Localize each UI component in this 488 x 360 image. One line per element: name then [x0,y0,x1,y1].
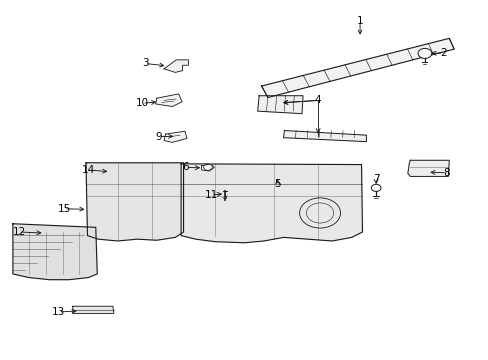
Text: 4: 4 [314,95,321,105]
Circle shape [370,184,380,192]
Text: 1: 1 [356,17,363,27]
Polygon shape [13,224,97,280]
Polygon shape [156,94,182,107]
Polygon shape [407,160,448,176]
Text: 5: 5 [274,179,281,189]
Polygon shape [73,306,114,314]
Text: 11: 11 [204,190,218,200]
Text: 10: 10 [135,98,148,108]
Text: 12: 12 [13,227,26,237]
Text: 14: 14 [81,165,95,175]
Polygon shape [201,164,214,171]
Polygon shape [257,96,303,114]
Circle shape [417,48,431,58]
Text: 13: 13 [52,307,65,317]
Polygon shape [163,131,186,142]
Text: 9: 9 [156,132,162,141]
Text: 3: 3 [142,58,148,68]
Text: 15: 15 [58,204,71,214]
Text: 8: 8 [443,168,449,178]
Text: 6: 6 [183,162,189,172]
Polygon shape [283,131,366,141]
Polygon shape [86,163,183,241]
Polygon shape [181,164,362,243]
Polygon shape [261,39,453,98]
Polygon shape [163,60,188,72]
Text: 2: 2 [439,48,446,58]
Text: 7: 7 [372,174,379,184]
